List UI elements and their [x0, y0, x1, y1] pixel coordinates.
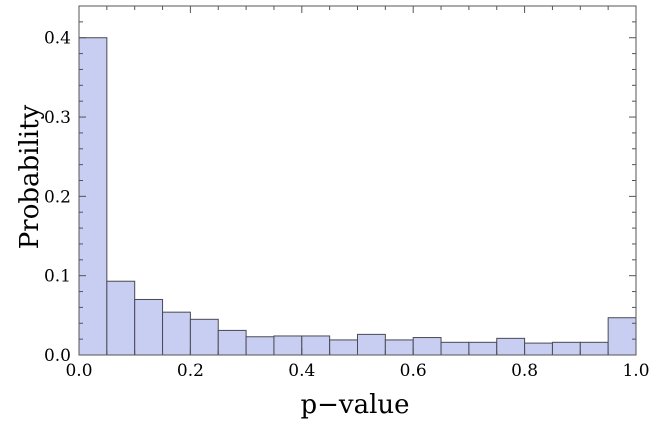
histogram-bar-1 — [106, 280, 136, 356]
x-tick-label: 1.0 — [622, 361, 649, 381]
histogram-bar-14 — [468, 341, 498, 356]
histogram-bar-19 — [607, 317, 637, 356]
histogram-bar-3 — [162, 311, 191, 356]
x-tick-label: 0.8 — [511, 361, 538, 381]
x-tick-label: 0.2 — [177, 361, 204, 381]
histogram-bar-15 — [496, 337, 526, 356]
histogram-bar-7 — [273, 335, 303, 356]
plot-frame — [78, 5, 637, 356]
x-axis-title: p−value — [300, 390, 409, 420]
histogram-bar-5 — [217, 329, 247, 356]
y-tick-label: 0.2 — [44, 187, 71, 207]
histogram-bar-6 — [245, 336, 275, 356]
histogram-bar-13 — [440, 341, 470, 356]
y-tick-label: 0.4 — [44, 29, 71, 49]
y-tick-label: 0.1 — [44, 267, 71, 287]
histogram-bar-8 — [301, 335, 331, 356]
histogram-bar-2 — [134, 298, 164, 356]
histogram-bar-4 — [189, 318, 219, 356]
x-tick-label: 0.0 — [65, 361, 92, 381]
histogram-bar-18 — [579, 341, 609, 356]
histogram-bar-11 — [384, 339, 414, 356]
histogram-bar-17 — [551, 341, 581, 356]
histogram-bar-16 — [524, 342, 553, 356]
histogram-bar-12 — [412, 337, 442, 356]
x-tick-label: 0.4 — [288, 361, 315, 381]
y-axis-title: Probability — [15, 104, 45, 249]
histogram-bars — [78, 37, 637, 356]
histogram-bar-9 — [329, 339, 358, 356]
y-tick-label: 0.3 — [44, 108, 71, 128]
y-tick-label: 0.0 — [44, 346, 71, 366]
histogram-bar-10 — [357, 333, 386, 356]
x-tick-label: 0.6 — [400, 361, 427, 381]
tick-labels: 0.0 0.2 0.4 0.6 0.8 1.0 0.0 0.1 0.2 0.3 0.4 — [44, 29, 650, 381]
